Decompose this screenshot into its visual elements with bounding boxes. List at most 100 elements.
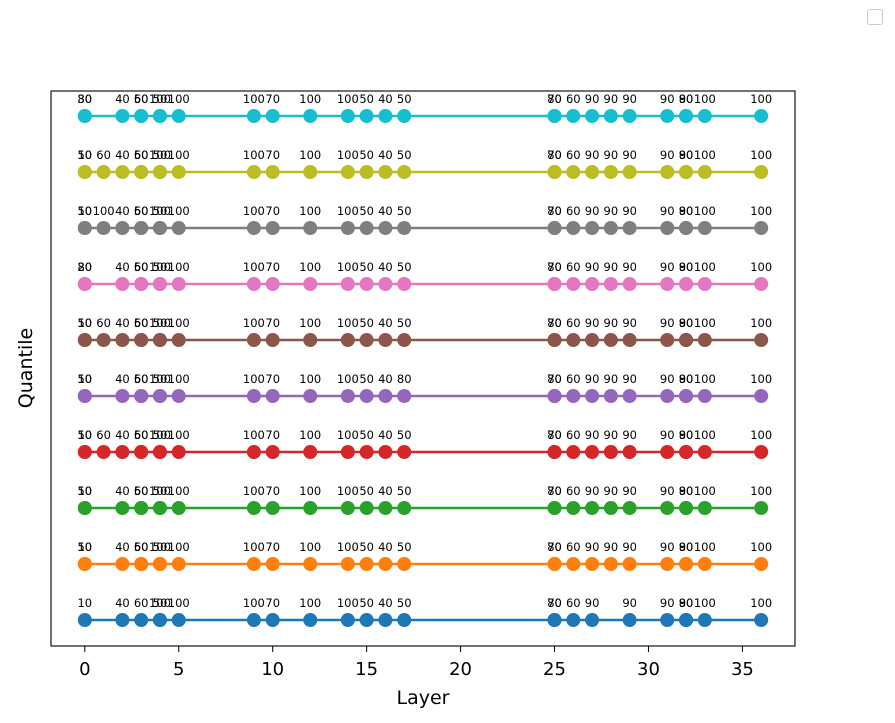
data-point: [152, 557, 167, 571]
data-label: 50: [153, 204, 168, 218]
data-point: [171, 613, 186, 627]
data-label: 100: [694, 372, 716, 386]
data-label: 10: [77, 540, 92, 554]
data-label: 90: [604, 484, 619, 498]
data-label: 50: [134, 260, 149, 274]
x-tick-label: 30: [637, 659, 660, 680]
data-label: 50: [134, 372, 149, 386]
data-label: 50: [77, 372, 92, 386]
data-label: 60: [96, 148, 111, 162]
x-tick-label: 0: [79, 659, 90, 680]
data-point: [77, 165, 92, 179]
data-label: 60: [134, 428, 149, 442]
data-label: 80: [547, 484, 562, 498]
data-label: 100: [750, 372, 772, 386]
data-point: [246, 277, 261, 291]
data-point: [754, 277, 769, 291]
data-label: 100: [337, 428, 359, 442]
data-label: 50: [77, 428, 92, 442]
data-point: [660, 389, 675, 403]
data-point: [660, 445, 675, 459]
data-point: [622, 109, 637, 123]
data-point: [397, 445, 412, 459]
data-point: [265, 277, 280, 291]
data-label: 70: [265, 372, 280, 386]
data-label: 90: [585, 484, 600, 498]
data-point: [303, 221, 318, 235]
data-label: 100: [299, 484, 321, 498]
data-point: [340, 501, 355, 515]
data-label: 100: [694, 540, 716, 554]
data-point: [359, 165, 374, 179]
y-axis-label: Quantile: [15, 328, 37, 408]
data-point: [303, 445, 318, 459]
data-label: 90: [660, 540, 675, 554]
data-label: 90: [622, 92, 637, 106]
data-label: 10: [77, 484, 92, 498]
data-label: 100: [750, 204, 772, 218]
data-label: 90: [585, 316, 600, 330]
data-label: 100: [337, 540, 359, 554]
data-label: 90: [604, 540, 619, 554]
data-point: [359, 221, 374, 235]
data-label: 30: [77, 92, 92, 106]
data-label: 90: [660, 428, 675, 442]
data-label: 90: [585, 372, 600, 386]
data-label: 50: [359, 92, 374, 106]
data-label: 70: [265, 596, 280, 610]
data-label: 40: [115, 596, 130, 610]
data-point: [679, 613, 694, 627]
data-point: [397, 277, 412, 291]
data-label: 90: [604, 316, 619, 330]
data-label: 100: [243, 372, 265, 386]
data-label: 90: [585, 540, 600, 554]
data-label: 100: [168, 260, 190, 274]
data-label: 80: [679, 92, 694, 106]
data-label: 70: [265, 204, 280, 218]
data-point: [603, 277, 618, 291]
data-label: 90: [604, 92, 619, 106]
data-label: 40: [378, 540, 393, 554]
data-point: [378, 501, 393, 515]
data-label: 100: [93, 204, 115, 218]
data-point: [566, 221, 581, 235]
data-point: [340, 109, 355, 123]
data-point: [77, 109, 92, 123]
data-point: [679, 221, 694, 235]
data-label: 80: [679, 484, 694, 498]
data-point: [134, 221, 149, 235]
data-point: [77, 501, 92, 515]
data-point: [96, 165, 111, 179]
data-point: [547, 557, 562, 571]
data-point: [303, 333, 318, 347]
data-point: [115, 277, 130, 291]
x-axis-label: Layer: [397, 687, 450, 709]
data-point: [77, 445, 92, 459]
data-label: 70: [265, 484, 280, 498]
data-point: [585, 277, 600, 291]
data-point: [378, 221, 393, 235]
data-label: 80: [547, 260, 562, 274]
data-point: [134, 165, 149, 179]
data-point: [660, 557, 675, 571]
data-point: [359, 613, 374, 627]
data-point: [134, 333, 149, 347]
data-label: 80: [77, 92, 92, 106]
data-label: 10: [77, 372, 92, 386]
data-label: 100: [694, 92, 716, 106]
data-label: 100: [149, 540, 171, 554]
data-point: [397, 613, 412, 627]
data-label: 100: [149, 92, 171, 106]
data-label: 90: [585, 148, 600, 162]
data-label: 90: [660, 316, 675, 330]
data-point: [697, 221, 712, 235]
data-point: [340, 221, 355, 235]
data-label: 90: [679, 596, 694, 610]
data-label: 90: [585, 428, 600, 442]
data-label: 100: [694, 148, 716, 162]
data-label: 70: [265, 148, 280, 162]
data-point: [585, 333, 600, 347]
